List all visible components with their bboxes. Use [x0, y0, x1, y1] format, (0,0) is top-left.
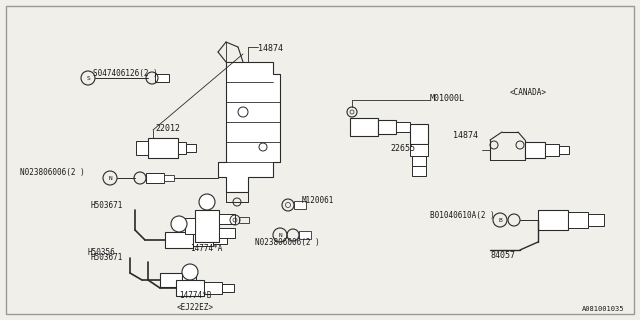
- Bar: [148, 138, 178, 158]
- Text: M120061: M120061: [302, 196, 334, 204]
- Bar: [412, 156, 426, 166]
- Text: <CANADA>: <CANADA>: [510, 87, 547, 97]
- Text: 14774*B: 14774*B: [179, 292, 211, 300]
- Text: 14874: 14874: [258, 44, 283, 52]
- Bar: [185, 218, 195, 234]
- Bar: [294, 201, 306, 209]
- Bar: [378, 120, 396, 134]
- Bar: [239, 217, 249, 223]
- Text: M01000L: M01000L: [430, 93, 465, 102]
- Text: N023806006(2 ): N023806006(2 ): [255, 237, 320, 246]
- Text: N: N: [108, 175, 112, 180]
- Bar: [350, 118, 378, 136]
- Bar: [146, 173, 164, 183]
- Text: 22655: 22655: [390, 143, 415, 153]
- Bar: [219, 214, 235, 224]
- Text: N: N: [278, 233, 282, 237]
- Text: <EJ22EZ>: <EJ22EZ>: [177, 302, 214, 311]
- Bar: [165, 232, 193, 248]
- Bar: [193, 234, 213, 246]
- Bar: [545, 144, 559, 156]
- Text: B01040610A(2 ): B01040610A(2 ): [430, 211, 495, 220]
- Bar: [525, 142, 545, 158]
- Bar: [410, 124, 428, 144]
- Text: S: S: [86, 76, 90, 81]
- Bar: [559, 146, 569, 154]
- Bar: [299, 231, 311, 239]
- Circle shape: [182, 264, 198, 280]
- Polygon shape: [218, 62, 280, 192]
- Bar: [186, 144, 196, 152]
- Bar: [204, 282, 222, 294]
- Bar: [155, 74, 169, 82]
- Circle shape: [199, 194, 215, 210]
- Text: H50356: H50356: [87, 247, 115, 257]
- Text: 84057: 84057: [490, 251, 515, 260]
- Bar: [568, 212, 588, 228]
- Text: B: B: [498, 218, 502, 222]
- Bar: [164, 175, 174, 181]
- Text: 14774*A: 14774*A: [190, 244, 222, 252]
- Bar: [136, 141, 148, 155]
- Bar: [182, 275, 196, 285]
- Bar: [195, 210, 219, 242]
- Bar: [588, 214, 604, 226]
- Bar: [219, 228, 235, 238]
- Bar: [213, 236, 227, 244]
- Text: S047406126(2 ): S047406126(2 ): [93, 68, 157, 77]
- Text: A081001035: A081001035: [582, 306, 624, 312]
- Bar: [412, 166, 426, 176]
- Bar: [396, 122, 410, 132]
- Bar: [176, 280, 204, 296]
- Text: H503671: H503671: [90, 201, 122, 210]
- Bar: [222, 284, 234, 292]
- Text: N023806006(2 ): N023806006(2 ): [20, 167, 84, 177]
- Text: 14874: 14874: [453, 131, 478, 140]
- Bar: [538, 210, 568, 230]
- Bar: [178, 142, 186, 154]
- Bar: [410, 144, 428, 156]
- Text: H503671: H503671: [90, 253, 122, 262]
- Circle shape: [171, 216, 187, 232]
- Bar: [160, 273, 182, 287]
- Text: 22012: 22012: [155, 124, 180, 132]
